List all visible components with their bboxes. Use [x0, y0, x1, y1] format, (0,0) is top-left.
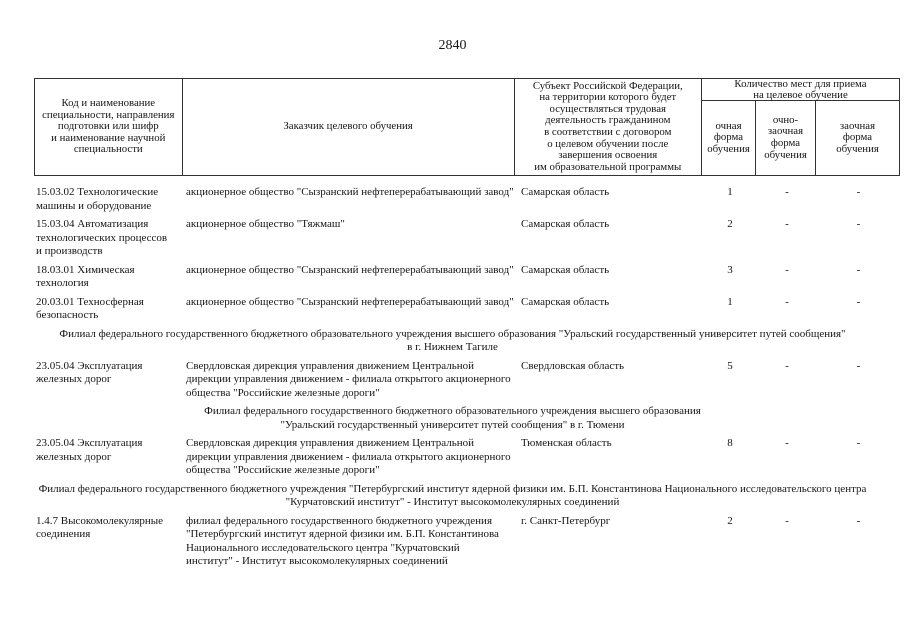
- cell-customer: акционерное общество "Сызранский нефтепе…: [186, 186, 514, 198]
- cell-full-time-quota: 1: [727, 295, 733, 308]
- cell-evening-quota: -: [785, 514, 789, 527]
- cell-region: г. Санкт-Петербург: [521, 514, 611, 527]
- cell-full-time-quota: 2: [727, 514, 733, 527]
- header-cell-full-time: очная форма обучения: [702, 101, 756, 175]
- header-quota-subcolumns: очная форма обучения очно- заочная форма…: [702, 101, 899, 175]
- cell-customer: Свердловская дирекция управления движени…: [186, 359, 511, 399]
- table-body: 15.03.02 Технологические машины и оборуд…: [0, 186, 905, 569]
- cell-specialty-code: 20.03.01 Техносферная безопасность: [36, 295, 144, 322]
- header-cell-evening: очно- заочная форма обучения: [756, 101, 816, 175]
- cell-customer: акционерное общество "Сызранский нефтепе…: [186, 295, 514, 308]
- cell-region: Самарская область: [521, 186, 610, 198]
- header-group-quota: Количество мест для приема на целевое об…: [702, 78, 899, 175]
- cell-full-time-quota: 8: [727, 437, 733, 449]
- cell-region: Самарская область: [521, 263, 610, 276]
- page-number: 2840: [438, 38, 467, 53]
- cell-evening-quota: -: [785, 359, 789, 372]
- table-row: 18.03.01 Химическая технология акционерн…: [34, 264, 900, 291]
- cell-evening-quota: -: [785, 218, 789, 230]
- cell-customer: Свердловская дирекция управления движени…: [186, 437, 511, 476]
- table-row: 23.05.04 Эксплуатация железных дорог Све…: [34, 437, 900, 478]
- table-row: 20.03.01 Техносферная безопасность акцио…: [34, 296, 900, 323]
- section-heading: Филиал федерального государственного бюд…: [204, 405, 701, 431]
- cell-correspondence-quota: -: [856, 218, 861, 230]
- table-row: 15.03.02 Технологические машины и оборуд…: [34, 186, 900, 213]
- cell-customer: филиал федерального государственного бюд…: [186, 514, 499, 568]
- header-cell-correspondence: заочная форма обучения: [836, 119, 879, 155]
- cell-customer: акционерное общество "Сызранский нефтепе…: [186, 263, 514, 276]
- cell-region: Свердловская область: [521, 359, 625, 372]
- cell-correspondence-quota: -: [856, 295, 861, 308]
- section-heading: Филиал федерального государственного бюд…: [59, 327, 846, 354]
- cell-full-time-quota: 2: [727, 218, 733, 230]
- cell-correspondence-quota: -: [856, 514, 861, 527]
- cell-full-time-quota: 1: [727, 186, 733, 198]
- section-heading: Филиал федерального государственного бюд…: [38, 482, 867, 509]
- cell-region: Самарская область: [521, 218, 610, 230]
- cell-evening-quota: -: [785, 437, 789, 449]
- cell-region: Самарская область: [521, 295, 610, 308]
- header-cell-customer: Заказчик целевого обучения: [183, 79, 515, 175]
- cell-correspondence-quota: -: [856, 437, 861, 449]
- table-header: Код и наименование специальности, направ…: [34, 78, 900, 176]
- cell-specialty-code: 18.03.01 Химическая технология: [36, 263, 135, 290]
- page-content: Код и наименование специальности, направ…: [0, 78, 905, 574]
- cell-specialty-code: 23.05.04 Эксплуатация железных дорог: [36, 359, 143, 386]
- cell-correspondence-quota: -: [856, 186, 861, 198]
- header-cell-region: Субъект Российской Федерации, на террито…: [515, 79, 702, 175]
- cell-correspondence-quota: -: [856, 359, 861, 372]
- cell-correspondence-quota: -: [856, 263, 861, 276]
- cell-evening-quota: -: [785, 263, 789, 276]
- cell-customer: акционерное общество "Тяжмаш": [186, 218, 345, 230]
- header-cell-quota-title: Количество мест для приема на целевое об…: [702, 78, 899, 101]
- cell-specialty-code: 23.05.04 Эксплуатация железных дорог: [36, 437, 143, 463]
- table-row: 15.03.04 Автоматизация технологических п…: [34, 218, 900, 259]
- cell-evening-quota: -: [785, 295, 789, 308]
- table-row: 1.4.7 Высокомолекулярные соединения фили…: [34, 515, 900, 569]
- cell-evening-quota: -: [785, 186, 789, 198]
- cell-specialty-code: 15.03.02 Технологические машины и оборуд…: [36, 186, 159, 212]
- cell-specialty-code: 15.03.04 Автоматизация технологических п…: [36, 218, 168, 257]
- cell-specialty-code: 1.4.7 Высокомолекулярные соединения: [36, 514, 164, 541]
- cell-region: Тюменская область: [521, 437, 612, 449]
- cell-full-time-quota: 5: [727, 359, 733, 372]
- table-row: 23.05.04 Эксплуатация железных дорог Све…: [34, 360, 900, 401]
- cell-full-time-quota: 3: [727, 263, 733, 276]
- header-cell-specialty-code: Код и наименование специальности, направ…: [35, 79, 183, 175]
